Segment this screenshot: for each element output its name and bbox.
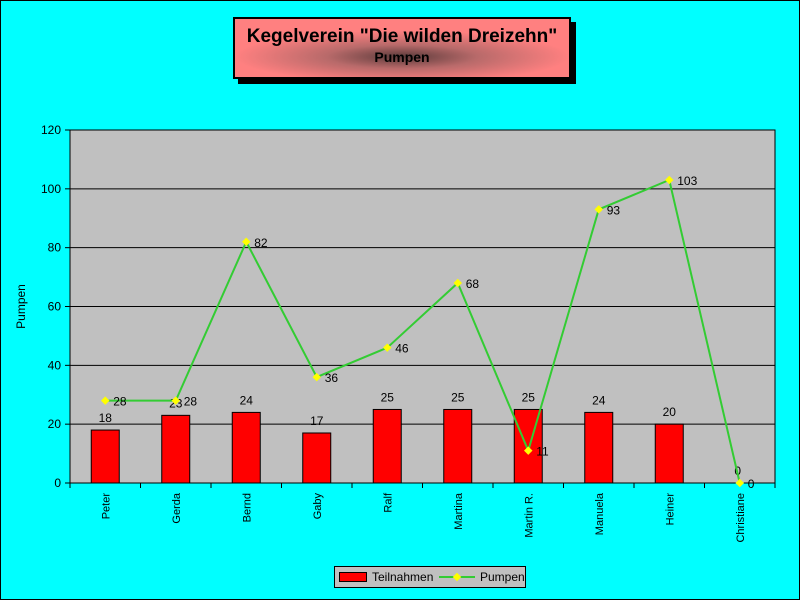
legend-item-bars: Teilnahmen bbox=[339, 570, 433, 584]
x-tick-label: Bernd bbox=[241, 493, 253, 522]
y-tick-label: 120 bbox=[41, 123, 61, 137]
legend-label-bars: Teilnahmen bbox=[372, 570, 434, 584]
line-label: 68 bbox=[466, 277, 480, 291]
line-point bbox=[524, 446, 533, 455]
legend: Teilnahmen Pumpen bbox=[334, 566, 526, 588]
line-label: 0 bbox=[748, 477, 755, 491]
y-tick-label: 0 bbox=[54, 476, 61, 490]
chart-title: Kegelverein "Die wilden Dreizehn" bbox=[246, 26, 558, 47]
x-tick-label: Martin R. bbox=[523, 493, 535, 538]
line-label: 36 bbox=[325, 371, 339, 385]
legend-label-line: Pumpen bbox=[480, 570, 525, 584]
bar bbox=[584, 411, 614, 484]
bar bbox=[161, 414, 191, 484]
line-label: 82 bbox=[254, 236, 268, 250]
bar-label: 25 bbox=[381, 390, 395, 404]
x-tick-label: Peter bbox=[100, 493, 112, 520]
title-box: Kegelverein "Die wilden Dreizehn" Pumpen bbox=[233, 17, 571, 79]
y-tick-label: 100 bbox=[41, 182, 61, 196]
legend-line-swatch bbox=[439, 572, 475, 582]
x-tick-label: Ralf bbox=[382, 492, 394, 513]
line-label: 103 bbox=[677, 174, 697, 188]
chart-subtitle: Pumpen bbox=[374, 49, 430, 65]
line-label: 46 bbox=[395, 342, 409, 356]
line-point bbox=[383, 343, 392, 352]
x-tick-label: Martina bbox=[453, 492, 465, 530]
line-label: 28 bbox=[184, 395, 198, 409]
bar bbox=[231, 411, 261, 484]
bar-label: 18 bbox=[99, 411, 113, 425]
bar bbox=[443, 408, 473, 484]
bar bbox=[90, 429, 120, 484]
legend-bar-swatch bbox=[339, 572, 367, 582]
line-point bbox=[101, 396, 110, 405]
y-tick-label: 20 bbox=[48, 417, 62, 431]
y-axis-label: Pumpen bbox=[14, 284, 28, 329]
line-point bbox=[312, 372, 321, 382]
legend-item-line: Pumpen bbox=[439, 570, 525, 584]
bar-label: 25 bbox=[522, 390, 536, 404]
pumpen-line bbox=[105, 178, 741, 484]
line-point bbox=[735, 478, 744, 488]
x-tick-label: Gaby bbox=[312, 493, 324, 520]
y-tick-label: 80 bbox=[48, 241, 62, 255]
bar bbox=[372, 408, 402, 484]
line-label: 28 bbox=[113, 395, 127, 409]
y-tick-label: 60 bbox=[48, 300, 62, 314]
line-point bbox=[453, 278, 462, 288]
line-point bbox=[171, 396, 180, 405]
bar-label: 24 bbox=[240, 393, 254, 407]
bar-label: 17 bbox=[310, 414, 324, 428]
bar-label: 20 bbox=[663, 405, 677, 419]
x-tick-label: Manuela bbox=[594, 492, 606, 535]
line-point bbox=[242, 237, 251, 247]
bar bbox=[654, 423, 684, 484]
y-tick-label: 40 bbox=[48, 358, 62, 372]
line-label: 93 bbox=[607, 203, 621, 217]
x-tick-label: Heiner bbox=[664, 493, 676, 526]
bar bbox=[302, 432, 332, 484]
x-tick-label: Christiane bbox=[735, 493, 747, 543]
x-tick-label: Gerda bbox=[171, 492, 183, 523]
line-label: 11 bbox=[536, 445, 549, 459]
bar-label: 24 bbox=[592, 393, 606, 407]
bar-label: 25 bbox=[451, 390, 465, 404]
